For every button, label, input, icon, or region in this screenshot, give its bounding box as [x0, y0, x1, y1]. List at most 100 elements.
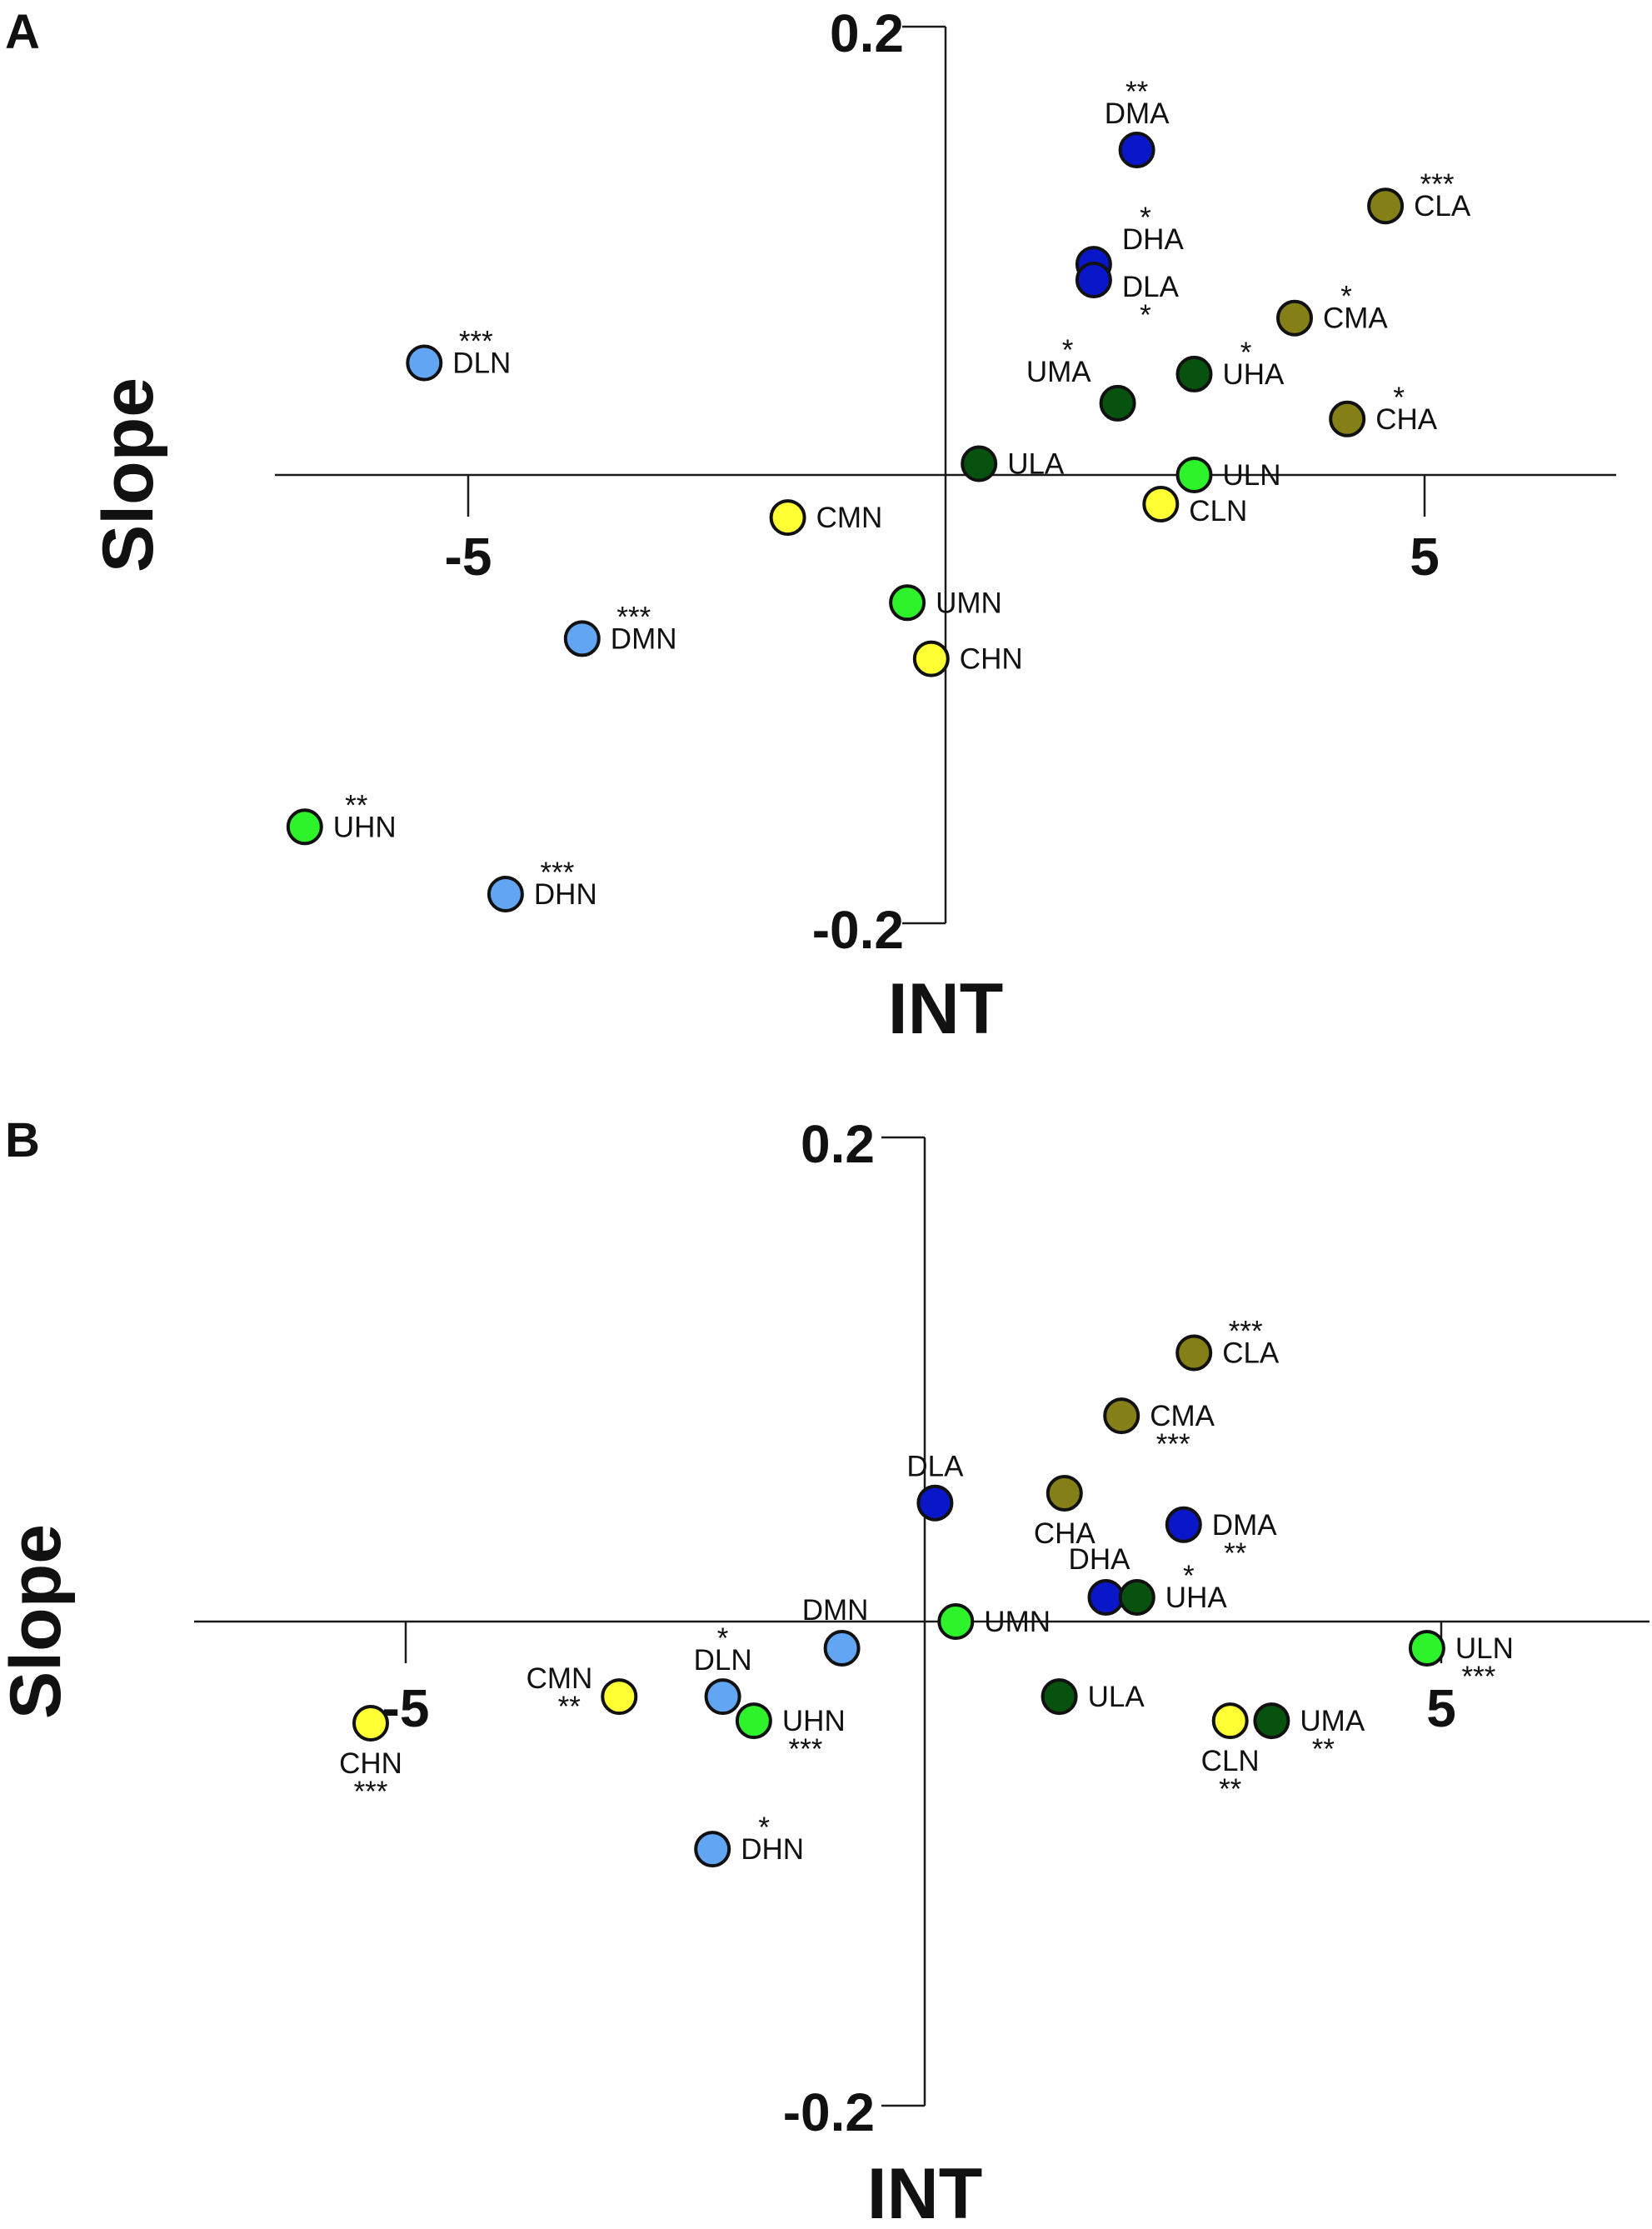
panel-b-x-tick-label-neg: -5 [382, 1678, 430, 1738]
point-sig-b-uhn: *** [788, 1733, 822, 1766]
point-label-b-cln: CLN [1201, 1745, 1260, 1777]
point-label-a-cla: CLA [1414, 190, 1471, 222]
point-sig-a-dla: * [1140, 299, 1151, 332]
point-label-b-cmn: CMN [527, 1662, 593, 1695]
point-a-dla [1075, 262, 1112, 298]
panel-a-x-axis-title: INT [888, 969, 1004, 1049]
point-label-b-uln: ULN [1455, 1632, 1514, 1665]
point-sig-b-uha: * [1183, 1560, 1195, 1592]
point-a-uha [1175, 355, 1213, 392]
point-sig-b-uln: *** [1461, 1661, 1495, 1693]
point-label-b-uma: UMA [1300, 1705, 1365, 1737]
point-label-b-ula: ULA [1088, 1681, 1145, 1713]
point-label-b-dmn: DMN [802, 1594, 869, 1627]
point-label-b-cla: CLA [1222, 1337, 1280, 1370]
point-b-dha [1087, 1579, 1125, 1616]
panel-b-x-axis-title: INT [867, 2154, 983, 2229]
point-sig-b-dhn: * [758, 1812, 770, 1844]
panel-a-points: DMA**CLA***DHA*DLA* CMA*DLN***UHA*UMA*CHA… [286, 76, 1471, 912]
point-sig-a-uha: * [1240, 337, 1252, 369]
point-b-umn [937, 1603, 975, 1640]
point-a-cha [1329, 400, 1366, 437]
point-a-dhn [487, 876, 524, 912]
panel-a-x-tick-label-pos: 5 [1410, 527, 1440, 587]
point-label-a-cmn: CMN [816, 502, 883, 534]
point-sig-b-cmn: ** [558, 1691, 581, 1723]
panel-b: B 0.2 -0.2 -5 5 INT Slope CLA***CMA***DL… [0, 1113, 1650, 2229]
point-label-a-cma: CMA [1323, 302, 1388, 335]
point-b-uma [1253, 1702, 1290, 1740]
point-b-cla [1175, 1334, 1213, 1372]
point-a-dln [406, 344, 443, 382]
point-a-cma [1276, 299, 1313, 337]
point-label-b-uha: UHA [1165, 1582, 1228, 1614]
point-b-ula [1041, 1678, 1078, 1716]
point-sig-b-cln: ** [1219, 1773, 1242, 1806]
point-b-dhn [694, 1831, 731, 1868]
point-a-umn [889, 584, 926, 622]
point-sig-b-dma: ** [1224, 1537, 1247, 1570]
panel-a-y-tick-label-top: 0.2 [830, 3, 904, 63]
point-label-b-dma: DMA [1212, 1509, 1277, 1542]
point-b-cmn [601, 1678, 638, 1716]
point-sig-a-dma: ** [1125, 76, 1149, 108]
point-sig-a-dhn: *** [540, 857, 574, 889]
point-sig-a-dmn: *** [616, 601, 651, 633]
point-label-b-dla: DLA [906, 1451, 964, 1483]
point-sig-a-cma: * [1340, 281, 1352, 313]
point-b-dla [916, 1484, 954, 1522]
panel-a-y-tick-label-bottom: -0.2 [812, 900, 904, 960]
point-sig-a-dha: * [1140, 202, 1151, 234]
point-label-b-dln: DLN [694, 1644, 752, 1677]
point-label-a-cha: CHA [1375, 403, 1438, 436]
point-label-b-dha: DHA [1069, 1543, 1131, 1576]
point-label-a-ula: ULA [1007, 448, 1065, 481]
point-label-a-uln: ULN [1223, 459, 1281, 492]
point-label-b-chn: CHN [339, 1747, 402, 1780]
panel-a: A 0.2 -0.2 -5 5 INT Slope DMA**CLA***DHA… [5, 3, 1616, 1049]
point-a-chn [912, 640, 950, 677]
point-b-dln [704, 1678, 741, 1716]
point-b-dma [1165, 1506, 1202, 1543]
point-a-uln [1175, 457, 1213, 493]
point-label-b-umn: UMN [984, 1606, 1051, 1638]
point-b-uhn [735, 1702, 772, 1740]
point-a-cmn [769, 499, 806, 537]
point-sig-b-cma: *** [1156, 1428, 1190, 1461]
point-b-cma [1103, 1397, 1140, 1435]
panel-a-y-axis-title: Slope [88, 377, 168, 572]
point-label-a-dln: DLN [452, 347, 511, 380]
point-label-a-uha: UHA [1223, 358, 1285, 391]
point-label-a-dhn: DHN [534, 878, 597, 911]
point-sig-b-chn: *** [354, 1776, 388, 1808]
point-sig-b-cla: *** [1229, 1316, 1263, 1348]
point-label-a-uma: UMA [1026, 356, 1091, 388]
panel-b-y-axis-title: Slope [0, 1524, 76, 1719]
point-sig-a-cla: *** [1420, 168, 1455, 201]
point-b-cln [1211, 1702, 1249, 1740]
point-label-b-cma: CMA [1150, 1400, 1215, 1432]
point-b-uln [1408, 1630, 1445, 1667]
point-sig-b-dln: * [717, 1622, 729, 1655]
point-label-a-uhn: UHN [333, 811, 397, 843]
panel-b-y-tick-label-top: 0.2 [801, 1114, 875, 1174]
panel-letter-b: B [5, 1113, 40, 1167]
point-a-uhn [286, 808, 323, 846]
point-label-a-dmn: DMN [611, 622, 677, 655]
point-label-a-umn: UMN [936, 587, 1002, 619]
point-a-cln [1142, 486, 1180, 522]
point-label-a-dma: DMA [1105, 97, 1170, 130]
panel-b-x-tick-label-pos: 5 [1426, 1678, 1456, 1738]
panel-letter-a: A [5, 5, 40, 59]
panel-b-y-tick-label-bottom: -0.2 [783, 2082, 875, 2142]
point-label-b-uhn: UHN [782, 1705, 846, 1737]
point-a-uma [1099, 384, 1136, 422]
point-sig-a-cha: * [1393, 382, 1405, 414]
point-b-uha [1118, 1579, 1155, 1616]
point-label-b-cha: CHA [1034, 1517, 1096, 1550]
point-label-a-chn: CHN [960, 643, 1023, 676]
point-label-a-dha: DHA [1122, 223, 1185, 256]
point-sig-b-uma: ** [1312, 1733, 1335, 1766]
point-a-ula [961, 445, 998, 482]
